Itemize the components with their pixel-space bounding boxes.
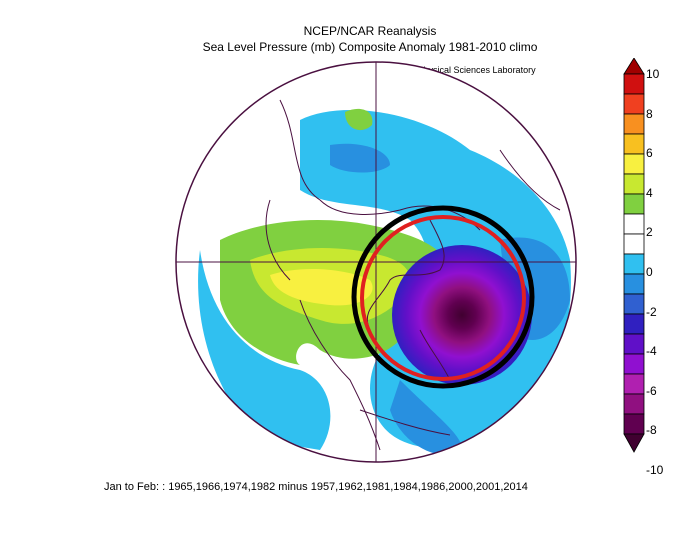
- colorbar-segment: [623, 253, 645, 275]
- colorbar-segment: [623, 73, 645, 95]
- colorbar-segment: [623, 233, 645, 255]
- colorbar-segment: [623, 133, 645, 155]
- colorbar-tick-label: 6: [646, 146, 653, 161]
- positive-anomaly-region: [270, 268, 373, 306]
- colorbar-segment: [623, 313, 645, 335]
- colorbar-tick-label: 0: [646, 265, 653, 279]
- colorbar-segment: [623, 213, 645, 235]
- colorbar-segment: [623, 393, 645, 415]
- colorbar-tick-label: 8: [646, 106, 653, 121]
- credit-label: NOAA Physical Sciences Laboratory: [390, 65, 536, 75]
- colorbar: [623, 58, 645, 453]
- colorbar-segment: [623, 93, 645, 115]
- colorbar-bottom-arrow: [623, 433, 645, 453]
- colorbar-segment: [623, 153, 645, 175]
- colorbar-tick-label: -6: [646, 383, 657, 398]
- footer-caption: Jan to Feb: : 1965,1966,1974,1982 minus …: [104, 481, 528, 493]
- colorbar-tick-label: -10: [646, 463, 664, 477]
- colorbar-segment: [623, 193, 645, 215]
- colorbar-tick-label: -4: [646, 344, 657, 359]
- colorbar-segment: [623, 113, 645, 135]
- colorbar-tick-label: -8: [646, 423, 657, 438]
- colorbar-segment: [623, 333, 645, 355]
- anomaly-field: [176, 62, 576, 462]
- colorbar-segment: [623, 293, 645, 315]
- colorbar-segment: [623, 353, 645, 375]
- colorbar-tick-label: -2: [646, 304, 657, 319]
- colorbar-tick-label: 10: [646, 67, 660, 81]
- chart-subtitle: Sea Level Pressure (mb) Composite Anomal…: [202, 40, 538, 54]
- colorbar-segment: [623, 373, 645, 395]
- chart-title: NCEP/NCAR Reanalysis: [303, 24, 437, 38]
- colorbar-tick-label: 4: [646, 185, 653, 200]
- negative-anomaly-region: [330, 143, 390, 173]
- colorbar-segment: [623, 413, 645, 435]
- colorbar-top-arrow: [623, 58, 645, 75]
- colorbar-segment: [623, 273, 645, 295]
- low-pressure-center: [392, 245, 532, 385]
- colorbar-tick-label: 2: [646, 225, 653, 240]
- red-ring: [360, 215, 526, 381]
- black-ring: [351, 205, 535, 389]
- positive-anomaly-region: [345, 108, 373, 131]
- colorbar-segment: [623, 173, 645, 195]
- negative-anomaly-region: [390, 380, 462, 456]
